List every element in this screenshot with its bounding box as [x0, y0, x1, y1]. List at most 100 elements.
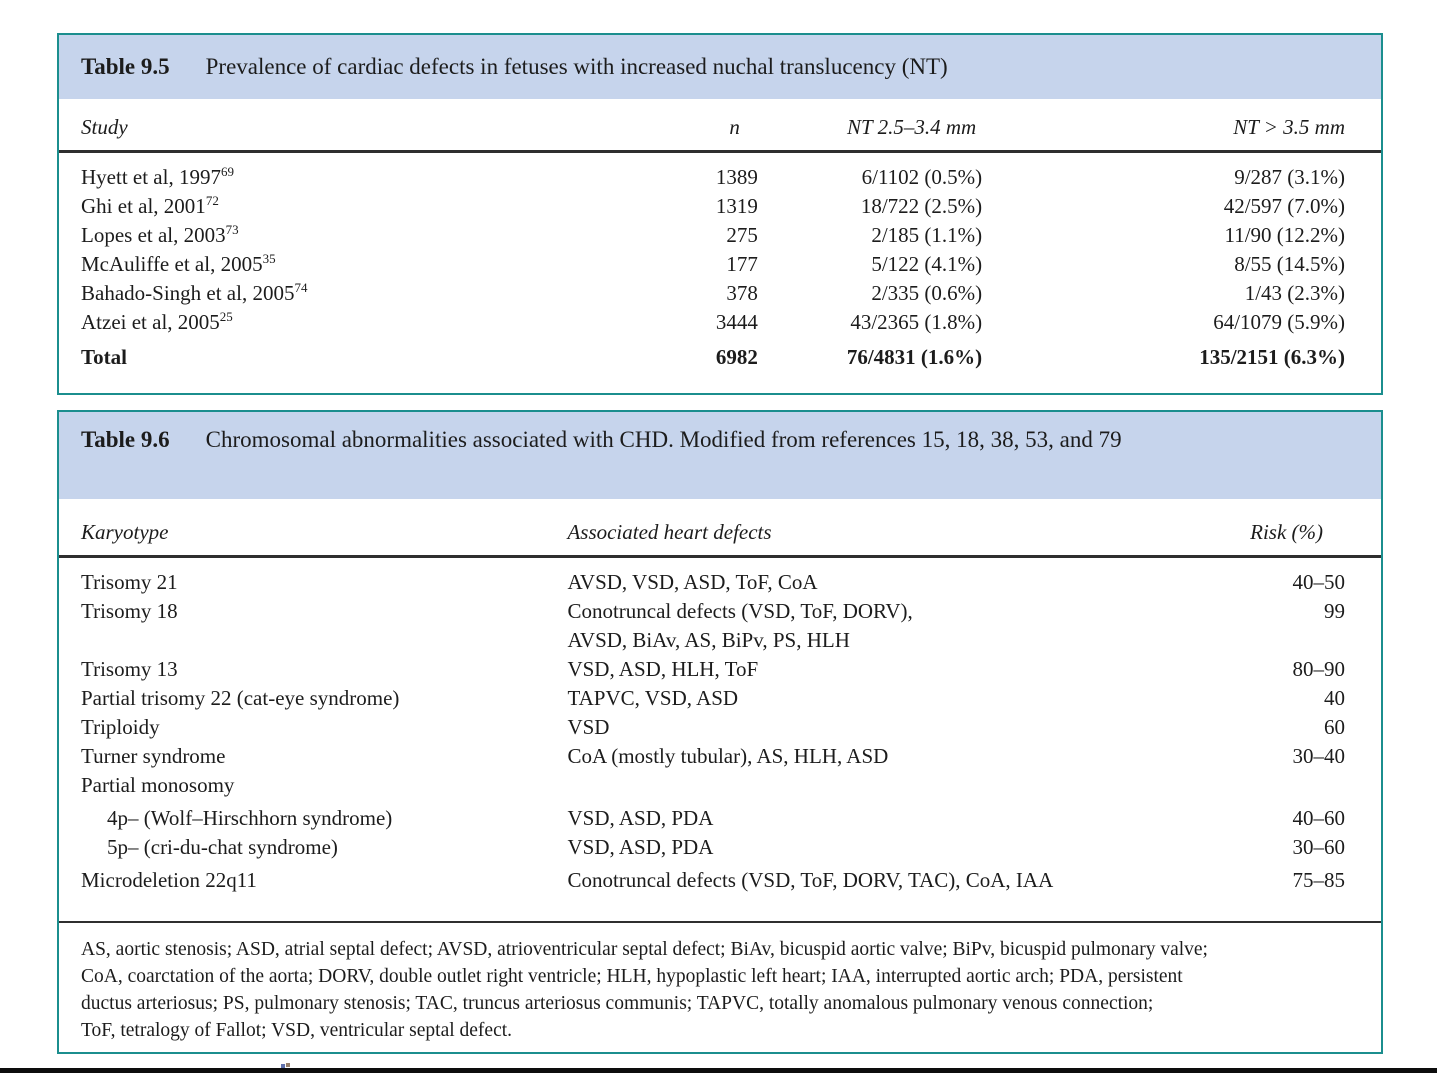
column-header-karyotype: Karyotype: [81, 520, 169, 544]
defects-cell: Conotruncal defects (VSD, ToF, DORV, TAC…: [567, 868, 1054, 892]
nt-high-value: 9/287 (3.1%): [1234, 165, 1346, 189]
risk-cell: [1166, 626, 1345, 655]
defects-cell: AVSD, VSD, ASD, ToF, CoA: [567, 570, 818, 594]
table-row-continuation: AVSD, BiAv, AS, BiPv, PS, HLH: [81, 626, 1345, 655]
defects-cell: VSD, ASD, PDA: [567, 806, 714, 830]
defects-cell: TAPVC, VSD, ASD: [567, 686, 739, 710]
karyotype-cell: Partial trisomy 22 (cat-eye syndrome): [81, 686, 400, 710]
karyotype-cell: Trisomy 18: [81, 599, 178, 623]
table-9-6-title-label: Table 9.6: [81, 427, 170, 452]
table-row: Ghi et al, 200172 1319 18/722 (2.5%) 42/…: [81, 192, 1345, 221]
table-row: Bahado-Singh et al, 200574 378 2/335 (0.…: [81, 279, 1345, 308]
study-name: Lopes et al, 2003: [81, 223, 226, 247]
scan-artifact-speck: [281, 1062, 291, 1068]
nt-high-value: 8/55 (14.5%): [1234, 252, 1346, 276]
page-bottom-rule: [0, 1068, 1437, 1073]
footnote-line: ToF, tetralogy of Fallot; VSD, ventricul…: [81, 1020, 513, 1041]
study-name: Hyett et al, 1997: [81, 165, 221, 189]
risk-cell: 40: [1324, 686, 1345, 710]
table-9-5-title-text: Prevalence of cardiac defects in fetuses…: [205, 54, 948, 79]
table-total-row: Total 6982 76/4831 (1.6%) 135/2151 (6.3%…: [81, 343, 1345, 372]
karyotype-cell: 5p– (cri-du-chat syndrome): [107, 835, 338, 859]
n-value: 3444: [715, 310, 758, 334]
risk-cell: 80–90: [1292, 657, 1346, 681]
nt-low-value: 43/2365 (1.8%): [850, 310, 983, 334]
footnote-rule: [59, 921, 1381, 923]
defects-cell: [567, 771, 1165, 800]
defects-cell: CoA (mostly tubular), AS, HLH, ASD: [567, 744, 889, 768]
karyotype-cell: Partial monosomy: [81, 773, 235, 797]
karyotype-cell: Triploidy: [81, 715, 160, 739]
reference-superscript: 25: [219, 309, 233, 324]
karyotype-cell: 4p– (Wolf–Hirschhorn syndrome): [107, 806, 393, 830]
karyotype-cell: Microdeletion 22q11: [81, 868, 257, 892]
footnote-line: ductus arteriosus; PS, pulmonary stenosi…: [81, 993, 1154, 1014]
risk-cell: [1166, 771, 1345, 800]
column-header-risk: Risk (%): [1250, 520, 1324, 544]
footnote-line: CoA, coarctation of the aorta; DORV, dou…: [81, 966, 1183, 987]
karyotype-cell: Trisomy 21: [81, 570, 178, 594]
table-9-5-body: Hyett et al, 199769 1389 6/1102 (0.5%) 9…: [59, 153, 1381, 372]
column-header-defects: Associated heart defects: [567, 520, 772, 544]
nt-low-value: 18/722 (2.5%): [860, 194, 983, 218]
reference-superscript: 74: [294, 280, 308, 295]
table-row: McAuliffe et al, 200535 177 5/122 (4.1%)…: [81, 250, 1345, 279]
table-9-6-header-row: Karyotype Associated heart defects Risk …: [59, 499, 1381, 555]
nt-high-value: 1/43 (2.3%): [1244, 281, 1346, 305]
study-name: Bahado-Singh et al, 2005: [81, 281, 295, 305]
table-9-5-header-row: Study n NT 2.5–3.4 mm NT > 3.5 mm: [59, 99, 1381, 150]
n-value: 1319: [715, 194, 758, 218]
n-value: 378: [726, 281, 758, 305]
table-row: 5p– (cri-du-chat syndrome) VSD, ASD, PDA…: [81, 833, 1345, 862]
study-name: Atzei et al, 2005: [81, 310, 220, 334]
table-row: Triploidy VSD 60: [81, 713, 1345, 742]
table-row: Turner syndrome CoA (mostly tubular), AS…: [81, 742, 1345, 771]
defects-cell: VSD: [567, 715, 610, 739]
table-row: Trisomy 13 VSD, ASD, HLH, ToF 80–90: [81, 655, 1345, 684]
defects-cell: Conotruncal defects (VSD, ToF, DORV),: [567, 599, 913, 623]
reference-superscript: 35: [262, 251, 276, 266]
nt-high-value: 11/90 (12.2%): [1224, 223, 1346, 247]
reference-superscript: 73: [225, 222, 239, 237]
table-row: Atzei et al, 200525 3444 43/2365 (1.8%) …: [81, 308, 1345, 337]
nt-high-total: 135/2151 (6.3%): [1199, 345, 1346, 369]
risk-cell: 40–60: [1292, 806, 1346, 830]
column-header-nt-low: NT 2.5–3.4 mm: [847, 115, 977, 139]
n-value: 275: [726, 223, 758, 247]
table-row: Trisomy 18 Conotruncal defects (VSD, ToF…: [81, 597, 1345, 626]
reference-superscript: 72: [205, 193, 219, 208]
nt-low-value: 6/1102 (0.5%): [861, 165, 983, 189]
defects-cell: VSD, ASD, PDA: [567, 835, 714, 859]
nt-low-value: 2/185 (1.1%): [871, 223, 983, 247]
column-header-nt-high: NT > 3.5 mm: [1233, 115, 1345, 139]
n-value: 1389: [715, 165, 758, 189]
header-rule: [59, 555, 1381, 558]
table-9-5-title-label: Table 9.5: [81, 54, 170, 79]
nt-low-value: 5/122 (4.1%): [871, 252, 983, 276]
table-row: Hyett et al, 199769 1389 6/1102 (0.5%) 9…: [81, 163, 1345, 192]
table-9-6: Table 9.6 Chromosomal abnormalities assoc…: [57, 410, 1383, 1054]
table-9-6-title-band: Table 9.6 Chromosomal abnormalities assoc…: [59, 412, 1381, 499]
table-row: Trisomy 21 AVSD, VSD, ASD, ToF, CoA 40–5…: [81, 568, 1345, 597]
table-9-5: Table 9.5 Prevalence of cardiac defects i…: [57, 33, 1383, 395]
n-total: 6982: [715, 345, 758, 369]
column-header-n: n: [729, 115, 740, 139]
n-value: 177: [726, 252, 758, 276]
total-label: Total: [81, 345, 127, 369]
risk-cell: 75–85: [1292, 868, 1346, 892]
nt-high-value: 42/597 (7.0%): [1223, 194, 1346, 218]
nt-low-value: 2/335 (0.6%): [871, 281, 983, 305]
defects-cell: AVSD, BiAv, AS, BiPv, PS, HLH: [567, 628, 850, 652]
footnote-line: AS, aortic stenosis; ASD, atrial septal …: [81, 939, 1208, 960]
study-name: McAuliffe et al, 2005: [81, 252, 263, 276]
table-row: Lopes et al, 200373 275 2/185 (1.1%) 11/…: [81, 221, 1345, 250]
table-row: 4p– (Wolf–Hirschhorn syndrome) VSD, ASD,…: [81, 804, 1345, 833]
reference-superscript: 69: [220, 164, 234, 179]
header-rule: [59, 150, 1381, 153]
nt-low-total: 76/4831 (1.6%): [846, 345, 983, 369]
table-row: Microdeletion 22q11 Conotruncal defects …: [81, 866, 1345, 895]
risk-cell: 30–60: [1292, 835, 1346, 859]
table-9-6-title-text: Chromosomal abnormalities associated wit…: [205, 427, 1122, 452]
karyotype-cell: Trisomy 13: [81, 657, 178, 681]
